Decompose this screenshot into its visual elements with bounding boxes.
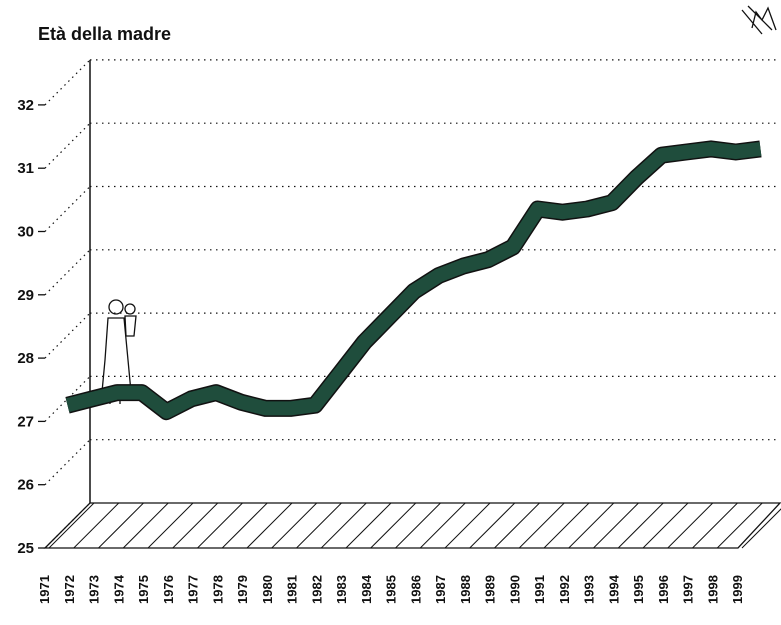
depth-guide [45,187,90,232]
floor-hatch [693,503,738,548]
floor-hatch [668,503,713,548]
y-tick-label: 31 [17,160,34,177]
x-tick-label: 1987 [433,575,448,604]
floor-hatch [198,503,243,548]
x-tick-label: 1979 [235,575,250,604]
floor-hatch [420,503,465,548]
x-tick-label: 1983 [334,575,349,604]
ribbon [68,149,761,412]
x-tick-label: 1980 [260,575,275,604]
floor-hatch [346,503,391,548]
x-tick-label: 1975 [136,575,151,604]
chart: Età della madre 25 26 27 28 29 30 31 32 1971 1972… [0,0,781,620]
floor-hatch [519,503,564,548]
x-tick-label: 1993 [582,575,597,604]
x-tick-label: 1997 [681,575,696,604]
x-tick-label: 1972 [62,575,77,604]
floor-hatch [272,503,317,548]
x-tick-label: 1994 [606,574,621,604]
x-tick-label: 1971 [37,575,52,604]
chart-title: Età della madre [38,24,171,44]
x-tick-label: 1986 [408,575,423,604]
depth-guide [45,250,90,295]
y-tick-label: 32 [17,97,34,114]
x-tick-label: 1991 [532,575,547,604]
y-tick-label: 28 [17,350,34,367]
floor-hatch [247,503,292,548]
y-tick-label: 26 [17,477,34,494]
ribbon-outline [68,149,761,412]
floor-hatch [643,503,688,548]
floor-hatch [297,503,342,548]
depth-guide [45,313,90,358]
x-tick-label: 1995 [631,575,646,604]
x-tick-label: 1992 [557,575,572,604]
x-tick-label: 1976 [161,575,176,604]
x-tick-label: 1974 [111,574,126,604]
floor-hatch [544,503,589,548]
depth-guide [45,60,90,105]
x-tick-label: 1999 [730,575,745,604]
y-tick-label: 27 [17,413,34,430]
floor-hatch [717,503,762,548]
x-tick-label: 1981 [285,575,300,604]
floor-hatch [618,503,663,548]
page: {"chart_data": {"type": "ribbon-line", "… [0,0,781,620]
floor-hatch [74,503,119,548]
x-tick-label: 1973 [87,575,102,604]
x-tick-label: 1984 [359,574,374,604]
y-tick-label: 30 [17,224,34,241]
x-tick-label: 1977 [186,575,201,604]
depth-guide [45,440,90,485]
floor-hatch [222,503,267,548]
floor-hatch [396,503,441,548]
y-tick-label: 29 [17,287,34,304]
floor-hatch [594,503,639,548]
x-tick-label: 1988 [458,575,473,604]
x-tick-label: 1990 [507,575,522,604]
floor-hatch [742,503,781,548]
floor-hatch [495,503,540,548]
floor-hatch [445,503,490,548]
floor-hatch [569,503,614,548]
depth-guide [45,123,90,168]
x-tick-label: 1998 [705,575,720,604]
y-tick-label: 25 [17,540,34,557]
floor-hatch [173,503,218,548]
x-tick-label: 1989 [483,575,498,604]
floor-hatch [321,503,366,548]
x-tick-label: 1985 [384,575,399,604]
x-tick-label: 1978 [210,575,225,604]
floor-hatch [99,503,144,548]
floor-hatch [371,503,416,548]
floor-hatch [148,503,193,548]
floor-hatch [49,503,94,548]
x-tick-label: 1982 [309,575,324,604]
x-tick-label: 1996 [656,575,671,604]
floor-hatch [123,503,168,548]
logo-illustration [742,6,776,34]
floor-hatch [470,503,515,548]
